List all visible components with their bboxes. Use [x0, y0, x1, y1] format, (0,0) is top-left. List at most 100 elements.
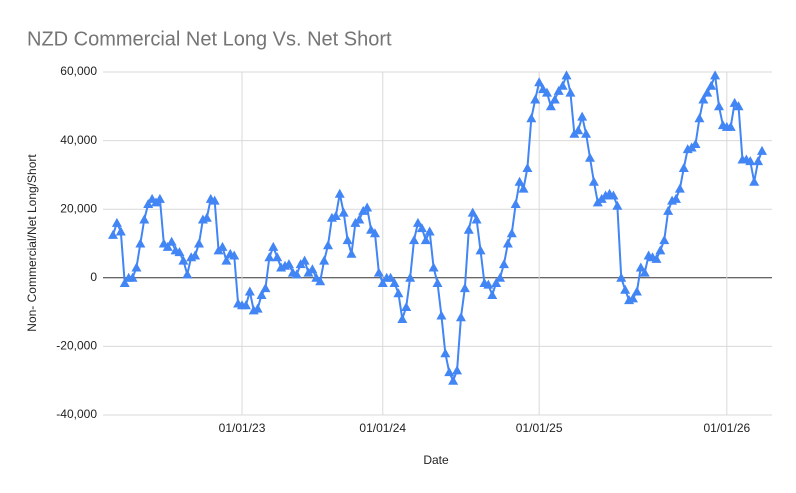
data-point: [217, 241, 228, 251]
data-point: [459, 283, 470, 293]
data-point: [663, 205, 674, 215]
x-tick-label: 01/01/25: [516, 421, 563, 435]
data-point: [655, 245, 666, 255]
data-point: [115, 226, 126, 236]
data-point: [377, 277, 388, 287]
data-point: [369, 228, 380, 238]
data-point: [444, 367, 455, 377]
data-point: [229, 250, 240, 260]
data-point: [713, 101, 724, 111]
data-point: [334, 188, 345, 198]
data-point: [702, 87, 713, 97]
data-point: [674, 183, 685, 193]
data-point: [119, 277, 130, 287]
data-point: [573, 125, 584, 135]
data-point: [342, 235, 353, 245]
data-point: [506, 228, 517, 238]
data-point: [510, 199, 521, 209]
data-point: [315, 276, 326, 286]
data-point: [651, 253, 662, 263]
data-point: [627, 293, 638, 303]
data-point: [412, 217, 423, 227]
data-point: [385, 272, 396, 282]
y-tick-label: 0: [90, 270, 97, 284]
data-point: [190, 250, 201, 260]
data-point: [725, 121, 736, 131]
data-point: [139, 214, 150, 224]
data-point: [455, 312, 466, 322]
data-point: [162, 241, 173, 251]
x-tick-label: 01/01/23: [219, 421, 266, 435]
data-point: [467, 207, 478, 217]
data-point: [518, 183, 529, 193]
chart-title: NZD Commercial Net Long Vs. Net Short: [27, 28, 392, 50]
data-point: [111, 217, 122, 227]
data-point: [639, 267, 650, 277]
y-tick-label: 60,000: [60, 64, 97, 78]
y-tick-label: 40,000: [60, 133, 97, 147]
data-point: [710, 70, 721, 80]
data-point: [264, 252, 275, 262]
data-point: [706, 80, 717, 90]
data-point: [545, 101, 556, 111]
data-point: [733, 101, 744, 111]
data-point: [362, 202, 373, 212]
data-point: [409, 235, 420, 245]
data-point: [397, 313, 408, 323]
data-point: [260, 283, 271, 293]
data-point: [221, 255, 232, 265]
x-tick-label: 01/01/24: [359, 421, 406, 435]
data-point: [405, 272, 416, 282]
y-axis-label: Non- Commercial/Net Long/Short: [25, 154, 39, 332]
data-point: [670, 193, 681, 203]
data-point: [541, 87, 552, 97]
data-point: [127, 272, 138, 282]
data-point: [256, 289, 267, 299]
data-point: [323, 240, 334, 250]
data-point: [491, 277, 502, 287]
y-tick-label: -20,000: [56, 339, 97, 353]
data-point: [745, 156, 756, 166]
data-point: [389, 277, 400, 287]
data-point: [753, 156, 764, 166]
data-point: [393, 288, 404, 298]
data-point: [463, 224, 474, 234]
data-point: [108, 229, 118, 239]
data-point: [448, 375, 459, 385]
data-point: [690, 139, 701, 149]
data-point: [252, 303, 263, 313]
data-line: [112, 71, 763, 384]
data-point: [154, 193, 165, 203]
data-point: [338, 207, 349, 217]
data-point: [612, 200, 623, 210]
data-point: [440, 348, 451, 358]
data-point: [330, 211, 341, 221]
data-point: [131, 262, 142, 272]
data-point: [584, 152, 595, 162]
data-point: [424, 226, 435, 236]
data-point: [514, 176, 525, 186]
data-point: [346, 248, 357, 258]
data-point: [561, 70, 572, 80]
data-point: [432, 277, 443, 287]
data-point: [471, 214, 482, 224]
data-point: [526, 113, 537, 123]
y-tick-label: -40,000: [56, 407, 97, 421]
data-point: [244, 286, 255, 296]
data-point: [201, 212, 212, 222]
data-point: [608, 190, 619, 200]
data-point: [502, 238, 513, 248]
data-point: [135, 238, 146, 248]
data-point: [483, 279, 494, 289]
data-point: [635, 262, 646, 272]
data-point: [620, 284, 631, 294]
data-point: [549, 94, 560, 104]
data-point: [436, 310, 447, 320]
data-point: [174, 247, 185, 257]
data-point: [194, 238, 205, 248]
y-tick-label: 20,000: [60, 201, 97, 215]
data-point: [373, 267, 384, 277]
data-point: [616, 272, 627, 282]
data-point: [240, 300, 251, 310]
